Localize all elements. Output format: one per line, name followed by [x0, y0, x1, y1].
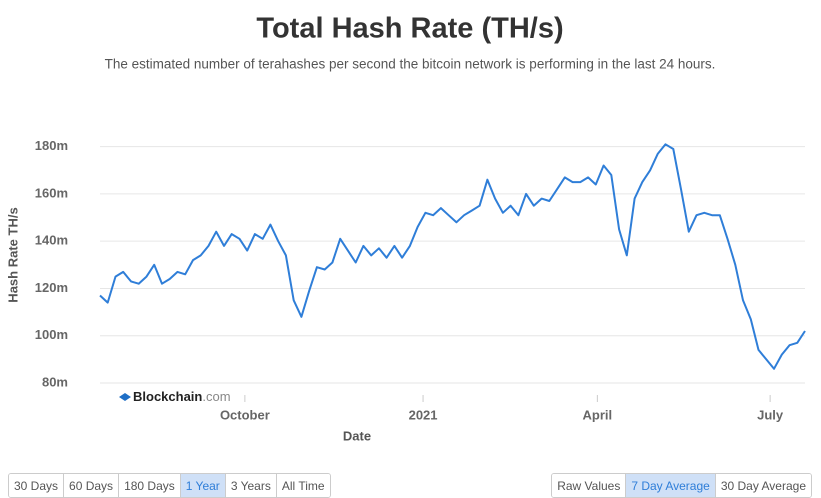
chart-title: Total Hash Rate (TH/s) — [256, 13, 563, 45]
y-tick-label: 140m — [35, 233, 68, 248]
y-axis-label: Hash Rate TH/s — [5, 207, 20, 302]
watermark-brand: Blockchain — [133, 389, 202, 404]
averages-button[interactable]: Raw Values — [552, 474, 626, 497]
chart-subtitle: The estimated number of terahashes per s… — [105, 57, 716, 72]
ranges-button[interactable]: 30 Days — [9, 474, 64, 497]
watermark-suffix: .com — [202, 389, 230, 404]
ranges-button[interactable]: All Time — [275, 474, 330, 497]
watermark: Blockchain.com — [133, 389, 231, 404]
chart: Total Hash Rate (TH/s) The estimated num… — [5, 13, 806, 443]
x-tick-label: July — [757, 407, 784, 422]
y-tick-label: 160m — [35, 185, 68, 200]
averages-button[interactable]: 30 Day Average — [714, 474, 811, 497]
y-tick-label: 180m — [35, 138, 68, 153]
range-selector: 30 Days 60 Days 180 Days 1 Year 3 Years All T… — [8, 473, 331, 498]
data-line — [99, 143, 806, 370]
watermark-logo — [119, 393, 131, 401]
y-tick-label: 120m — [35, 280, 68, 295]
x-tick-label: 2021 — [409, 407, 438, 422]
x-tick-label: April — [583, 407, 613, 422]
y-tick-label: 80m — [42, 374, 68, 389]
ranges-button[interactable]: 3 Years — [224, 474, 276, 497]
y-tick-label: 100m — [35, 327, 68, 342]
ranges-button[interactable]: 1 Year — [179, 474, 225, 497]
averages-button[interactable]: 7 Day Average — [625, 474, 715, 497]
average-selector: Raw Values 7 Day Average 30 Day Average — [551, 473, 812, 498]
x-tick-label: October — [220, 407, 270, 422]
ranges-button[interactable]: 180 Days — [118, 474, 180, 497]
x-axis-label: Date — [343, 428, 371, 443]
ranges-button[interactable]: 60 Days — [63, 474, 119, 497]
